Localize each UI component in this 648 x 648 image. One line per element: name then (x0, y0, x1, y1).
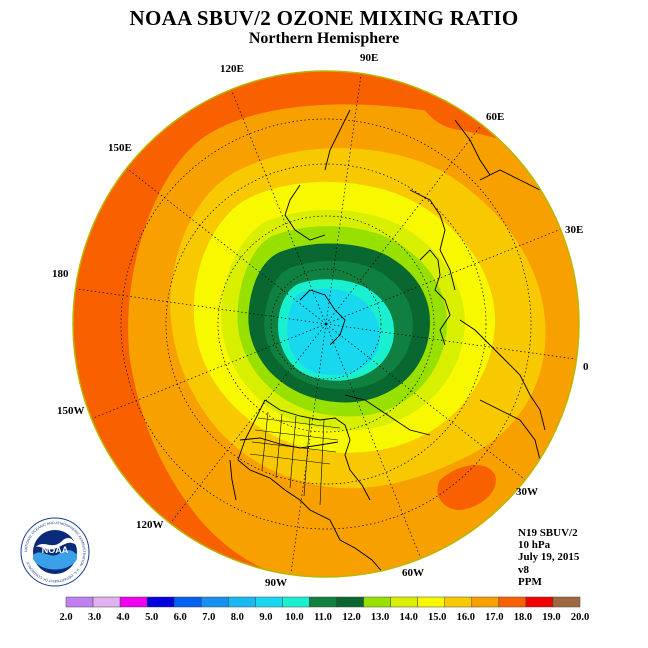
colorbar-swatch (525, 596, 554, 608)
colorbar-label: 6.0 (174, 612, 187, 623)
colorbar-label: 20.0 (571, 612, 589, 623)
colorbar: 2.0 3.0 4.0 5.0 6.0 7.0 8.0 9.0 10.0 11.0 12.0 13.0… (59, 596, 589, 623)
colorbar-label: 18.0 (514, 612, 532, 623)
meridian-line (325, 228, 563, 325)
colorbar-swatch (92, 596, 121, 608)
band-9 (287, 288, 381, 376)
map-border (72, 70, 580, 578)
colorbar-swatch (228, 596, 256, 608)
noaa-logo: NOAA NATIONAL OCEANIC AND ATMOSPHERIC AD… (20, 517, 90, 587)
colorbar-swatch (390, 596, 418, 608)
colorbar-swatch (173, 596, 202, 608)
lon-label-0: 0 (583, 361, 589, 373)
latitude-circle (165, 163, 487, 485)
colorbar-swatch (255, 596, 283, 608)
lon-label-180: 180 (52, 268, 69, 280)
colorbar-label: 9.0 (259, 612, 272, 623)
colorbar-label: 7.0 (202, 612, 215, 623)
logo-text: NOAA (42, 545, 69, 555)
latitude-circle (217, 215, 435, 433)
coastlines (229, 109, 546, 576)
colorbar-swatch (282, 596, 310, 608)
meridian-line (168, 323, 327, 526)
colorbar-swatch (417, 596, 445, 608)
info-version: v8 (518, 563, 529, 576)
colorbar-label: 17.0 (485, 612, 503, 623)
info-block: N19 SBUV/2 10 hPa July 19, 2015 v8 PPM (518, 527, 579, 588)
lon-label-120e: 120E (220, 63, 244, 75)
colorbar-swatch (119, 596, 148, 608)
colorbar-label: 15.0 (428, 612, 446, 623)
info-date: July 19, 2015 (518, 551, 580, 564)
info-units: PPM (518, 575, 542, 588)
colorbar-label: 13.0 (371, 612, 389, 623)
colorbar-label: 10.0 (285, 612, 303, 623)
colorbar-label: 19.0 (542, 612, 560, 623)
logo-wave-icon (33, 549, 77, 570)
logo-bird-icon (36, 538, 76, 550)
colorbar-swatch (201, 596, 229, 608)
lon-label-150e: 150E (108, 142, 132, 154)
colorbar-swatch (336, 596, 364, 608)
map-disk (73, 71, 579, 577)
lon-label-30e: 30E (565, 224, 583, 236)
colorbar-swatch (146, 596, 175, 608)
lon-label-60e: 60E (486, 111, 504, 123)
meridian-line (325, 323, 579, 360)
meridian-line (124, 166, 327, 325)
lon-label-150w: 150W (57, 405, 85, 417)
lon-label-90e: 90E (360, 52, 378, 64)
colorbar-label: 5.0 (145, 612, 158, 623)
meridian-line (325, 323, 422, 561)
colorbar-label: 3.0 (88, 612, 101, 623)
colorbar-label: 11.0 (314, 612, 332, 623)
colorbar-swatch (552, 596, 581, 608)
colorbar-swatch (444, 596, 473, 608)
colorbar-label: 16.0 (457, 612, 475, 623)
chart-subtitle: Northern Hemisphere (248, 30, 400, 47)
outer-bulge-south (437, 464, 496, 510)
meridian-line (325, 71, 362, 325)
graticule (73, 71, 579, 577)
meridian-line (230, 87, 327, 325)
colorbar-swatch (65, 596, 94, 608)
colorbar-label: 14.0 (399, 612, 417, 623)
colorbar-label: 2.0 (59, 612, 72, 623)
lon-label-60w: 60W (402, 567, 424, 579)
colorbar-swatch (498, 596, 527, 608)
latitude-circle (120, 118, 532, 530)
us-state-grid (249, 411, 341, 506)
meridian-line (325, 122, 484, 325)
colorbar-swatch (471, 596, 500, 608)
colorbar-swatch (309, 596, 337, 608)
meridian-line (89, 323, 327, 420)
info-instrument: N19 SBUV/2 (518, 527, 578, 539)
lon-label-30w: 30W (516, 486, 538, 498)
colorbar-label: 12.0 (342, 612, 360, 623)
meridian-line (73, 288, 327, 325)
lon-label-90w: 90W (265, 577, 287, 589)
colorbar-label: 8.0 (231, 612, 244, 623)
colorbar-swatch (363, 596, 391, 608)
meridian-line (290, 323, 327, 577)
chart-title: NOAA SBUV/2 OZONE MIXING RATIO (129, 6, 519, 30)
latitude-circle (270, 268, 382, 380)
meridian-line (325, 323, 528, 482)
lon-label-120w: 120W (136, 519, 164, 531)
colorbar-label: 4.0 (117, 612, 130, 623)
info-pressure: 10 hPa (518, 539, 551, 552)
